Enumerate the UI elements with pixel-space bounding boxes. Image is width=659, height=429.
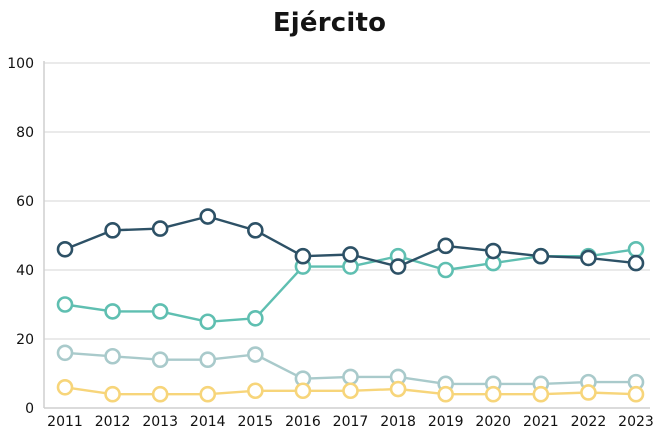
x-tick-label-2021: 2021 — [523, 414, 559, 429]
x-tick-label-2020: 2020 — [475, 414, 511, 429]
series-3-point-2013 — [151, 303, 169, 320]
x-tick-label-2012: 2012 — [95, 414, 131, 429]
x-tick-label-2023: 2023 — [618, 414, 654, 429]
series-3-point-2012 — [104, 303, 121, 320]
y-tick-label-40: 40 — [16, 263, 34, 279]
series-4-point-2019 — [437, 237, 454, 255]
x-tick-label-2022: 2022 — [571, 414, 607, 429]
y-tick-label-80: 80 — [16, 125, 34, 141]
series-4 — [56, 208, 645, 275]
series-4-point-2020 — [484, 242, 502, 260]
series-1-point-2014 — [199, 351, 217, 369]
series-1-point-2017 — [342, 368, 359, 386]
series-2-point-2021 — [532, 385, 550, 403]
series-2-point-2016 — [294, 382, 312, 400]
series-1-point-2011 — [56, 344, 74, 362]
series-4-point-2012 — [104, 222, 121, 239]
series-3-point-2014 — [199, 313, 217, 331]
series-4-point-2023 — [627, 254, 645, 272]
series-3-point-2011 — [56, 296, 74, 313]
series-2-point-2023 — [627, 385, 645, 403]
series-2-point-2012 — [104, 385, 121, 403]
x-tick-label-2019: 2019 — [428, 414, 464, 429]
x-tick-label-2014: 2014 — [190, 414, 226, 429]
series-2-point-2022 — [580, 384, 597, 401]
series-2-point-2018 — [389, 380, 407, 398]
series-4-point-2018 — [389, 258, 407, 275]
y-tick-label-60: 60 — [16, 194, 34, 210]
series-2-point-2013 — [151, 385, 169, 403]
series-2-point-2017 — [342, 382, 359, 400]
series-1-point-2015 — [247, 346, 264, 363]
x-tick-label-2015: 2015 — [238, 414, 274, 429]
series-2-point-2011 — [56, 378, 74, 396]
series-2-point-2015 — [247, 382, 264, 400]
x-tick-label-2016: 2016 — [285, 414, 321, 429]
x-tick-label-2018: 2018 — [380, 414, 416, 429]
series-2-point-2019 — [437, 385, 454, 403]
series-4-point-2013 — [151, 220, 169, 237]
series-4-point-2014 — [199, 208, 217, 225]
series-1-point-2013 — [151, 351, 169, 369]
series-3-point-2023 — [627, 241, 645, 258]
series-4-point-2017 — [342, 246, 359, 263]
x-tick-label-2013: 2013 — [142, 414, 178, 429]
grid-group — [44, 62, 650, 340]
series-3-point-2019 — [437, 261, 454, 279]
x-tick-label-2011: 2011 — [47, 414, 83, 429]
series-4-point-2011 — [56, 241, 74, 258]
series-2-point-2020 — [484, 385, 502, 403]
chart-title: Ejército — [272, 8, 387, 38]
series-4-point-2015 — [247, 222, 264, 239]
y-tick-label-20: 20 — [16, 332, 34, 348]
x-tick-label-2017: 2017 — [333, 414, 369, 429]
y-tick-label-0: 0 — [25, 401, 34, 417]
series-4-point-2016 — [294, 247, 312, 265]
series-4-point-2021 — [532, 247, 550, 265]
series-4-point-2022 — [580, 249, 597, 267]
series-2 — [56, 378, 645, 403]
series-3-point-2015 — [247, 309, 264, 327]
y-tick-label-100: 100 — [7, 56, 34, 72]
series-2-point-2014 — [199, 385, 217, 403]
series-1-point-2012 — [104, 347, 121, 365]
